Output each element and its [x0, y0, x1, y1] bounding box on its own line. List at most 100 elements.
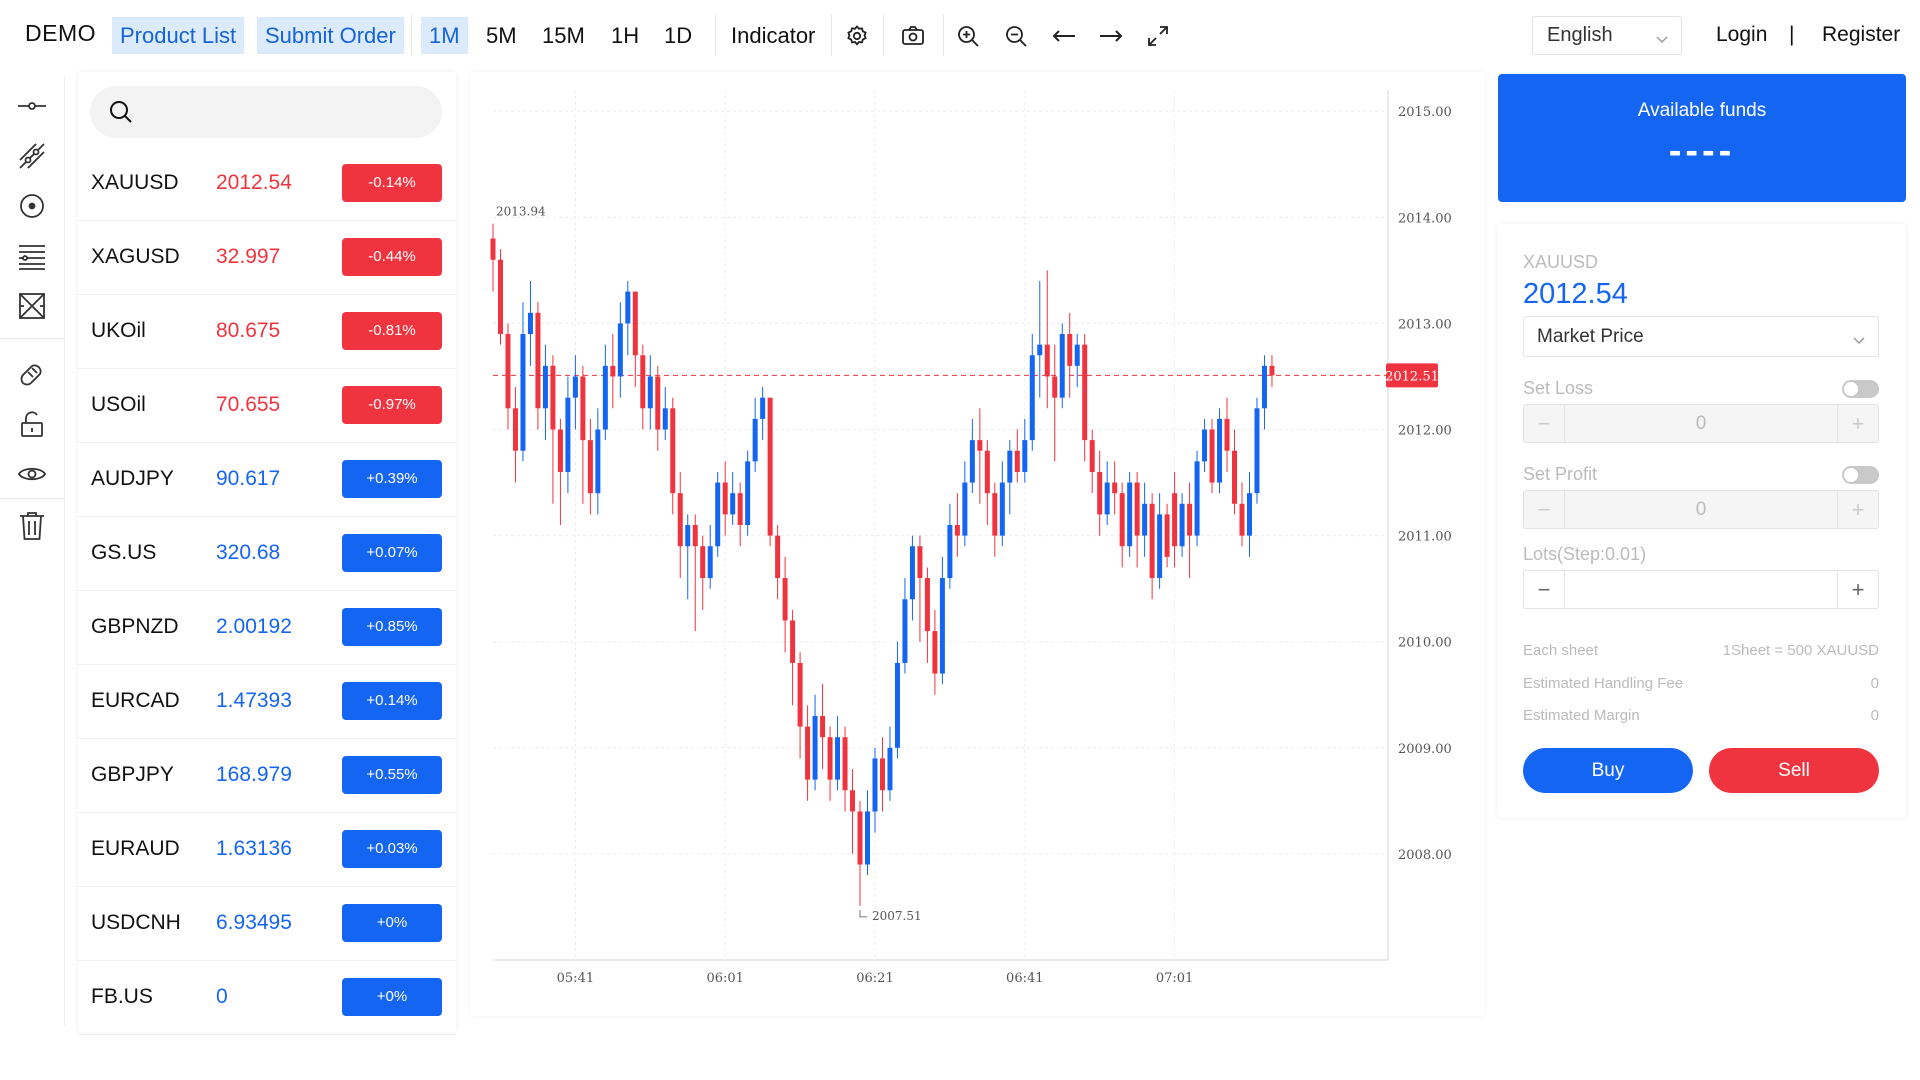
lots-minus-button[interactable]: −	[1524, 571, 1565, 608]
product-change-badge: +0.07%	[342, 534, 442, 572]
each-sheet-label: Each sheet	[1523, 642, 1599, 659]
available-funds-label: Available funds	[1637, 100, 1767, 121]
lots-plus-button[interactable]: +	[1837, 571, 1878, 608]
product-row[interactable]: AUDJPY 90.617 +0.39%	[78, 442, 456, 517]
product-row[interactable]: EURCAD 1.47393 +0.14%	[78, 664, 456, 739]
zoom-out-icon[interactable]	[1000, 20, 1032, 52]
product-row[interactable]: USOil 70.655 -0.97%	[78, 368, 456, 443]
product-row[interactable]: XAUUSD 2012.54 -0.14%	[78, 146, 456, 221]
fullscreen-icon[interactable]	[1142, 20, 1174, 52]
interval-1m[interactable]: 1M	[421, 17, 468, 54]
zoom-in-icon[interactable]	[952, 20, 984, 52]
y-tick-label: 2008.00	[1398, 848, 1452, 863]
candle-body	[1179, 503, 1185, 547]
candle-body	[894, 662, 900, 748]
settings-gear-icon[interactable]	[841, 20, 873, 52]
indicator-button[interactable]: Indicator	[731, 23, 816, 48]
product-row[interactable]: XAGUSD 32.997 -0.44%	[78, 220, 456, 295]
candle-body	[1112, 482, 1118, 494]
language-select[interactable]: English	[1532, 16, 1682, 55]
submit-order-button[interactable]: Submit Order	[257, 17, 404, 54]
product-row[interactable]: EURAUD 1.63136 +0.03%	[78, 812, 456, 887]
fibonacci-tool-icon[interactable]	[14, 238, 50, 274]
product-price: 6.93495	[216, 911, 292, 934]
low-price-label: 2007.51	[872, 909, 922, 923]
product-row[interactable]: USDCNH 6.93495 +0%	[78, 886, 456, 961]
product-change-badge: +0%	[342, 904, 442, 942]
eye-icon[interactable]	[14, 456, 50, 492]
set-profit-plus-button: +	[1837, 491, 1878, 528]
order-price: 2012.54	[1523, 278, 1628, 310]
candle-body	[512, 408, 518, 451]
register-link[interactable]: Register	[1822, 23, 1901, 46]
login-link[interactable]: Login	[1716, 23, 1768, 46]
candle-body	[1029, 355, 1035, 441]
trash-icon[interactable]	[14, 508, 50, 544]
candle-body	[625, 291, 631, 324]
set-loss-toggle[interactable]	[1842, 380, 1879, 398]
horizontal-line-tool-icon[interactable]	[14, 88, 50, 124]
magnet-tool-icon[interactable]	[14, 356, 50, 392]
circle-tool-icon[interactable]	[14, 188, 50, 224]
candle-body	[932, 631, 938, 674]
set-loss-stepper: − 0 +	[1523, 404, 1879, 443]
product-row[interactable]: GBPNZD 2.00192 +0.85%	[78, 590, 456, 665]
product-row[interactable]: UKOil 80.675 -0.81%	[78, 294, 456, 369]
product-symbol: XAGUSD	[91, 245, 180, 268]
candle-body	[1149, 503, 1155, 579]
candle-body	[730, 493, 736, 515]
y-tick-label: 2014.00	[1398, 211, 1452, 226]
toolbar-divider	[943, 14, 944, 56]
product-list-button[interactable]: Product List	[112, 17, 245, 54]
search-input[interactable]	[90, 86, 442, 138]
sell-button[interactable]: Sell	[1709, 748, 1879, 793]
camera-icon[interactable]	[897, 20, 929, 52]
x-tick-label: 06:21	[856, 971, 893, 986]
candle-body	[662, 408, 668, 430]
candle-body	[872, 758, 878, 812]
pattern-tool-icon[interactable]	[14, 288, 50, 324]
candle-body	[1246, 493, 1252, 536]
product-row[interactable]: GS.US 320.68 +0.07%	[78, 516, 456, 591]
interval-1h[interactable]: 1H	[611, 23, 640, 48]
candlestick-chart[interactable]: 2015.00 2014.00 2013.00 2012.00 2011.00 2010.…	[470, 72, 1484, 1016]
candle-body	[490, 238, 496, 260]
buy-button[interactable]: Buy	[1523, 748, 1693, 793]
last-price-label: 2012.51	[1385, 369, 1439, 384]
product-row[interactable]: GBPJPY 168.979 +0.55%	[78, 738, 456, 813]
unlock-icon[interactable]	[14, 406, 50, 442]
interval-1d[interactable]: 1D	[664, 23, 693, 48]
candle-body	[1261, 365, 1267, 409]
product-price: 90.617	[216, 467, 281, 490]
available-funds-value: ----	[1668, 130, 1736, 172]
candle-body	[1224, 418, 1230, 451]
candle-body	[850, 790, 856, 812]
product-row[interactable]: FB.US 0 +0%	[78, 960, 456, 1035]
chevron-down-icon	[1655, 25, 1669, 62]
product-change-badge: +0.39%	[342, 460, 442, 498]
candle-body	[1142, 503, 1148, 536]
margin-value: 0	[1870, 707, 1879, 724]
candle-body	[1037, 344, 1043, 356]
candle-body	[557, 429, 563, 472]
candle-body	[760, 397, 766, 419]
candle-body	[1067, 334, 1073, 366]
set-loss-label: Set Loss	[1523, 378, 1594, 398]
interval-15m[interactable]: 15M	[542, 23, 585, 48]
trend-line-tool-icon[interactable]	[14, 138, 50, 174]
candle-body	[857, 811, 863, 865]
product-change-badge: +0.14%	[342, 682, 442, 720]
arrow-left-icon[interactable]	[1048, 20, 1080, 52]
handling-fee-value: 0	[1870, 675, 1879, 692]
x-tick-label: 06:41	[1006, 971, 1043, 986]
candle-body	[595, 429, 601, 494]
set-profit-toggle[interactable]	[1842, 466, 1879, 484]
toolbar-divider	[411, 14, 412, 56]
interval-5m[interactable]: 5M	[486, 23, 517, 48]
each-sheet-value: 1Sheet = 500 XAUUSD	[1722, 642, 1879, 659]
candle-body	[580, 376, 586, 441]
set-loss-plus-button: +	[1837, 405, 1878, 442]
arrow-right-icon[interactable]	[1095, 20, 1127, 52]
order-type-select[interactable]: Market Price	[1523, 316, 1879, 357]
x-tick-label: 05:41	[557, 971, 594, 986]
